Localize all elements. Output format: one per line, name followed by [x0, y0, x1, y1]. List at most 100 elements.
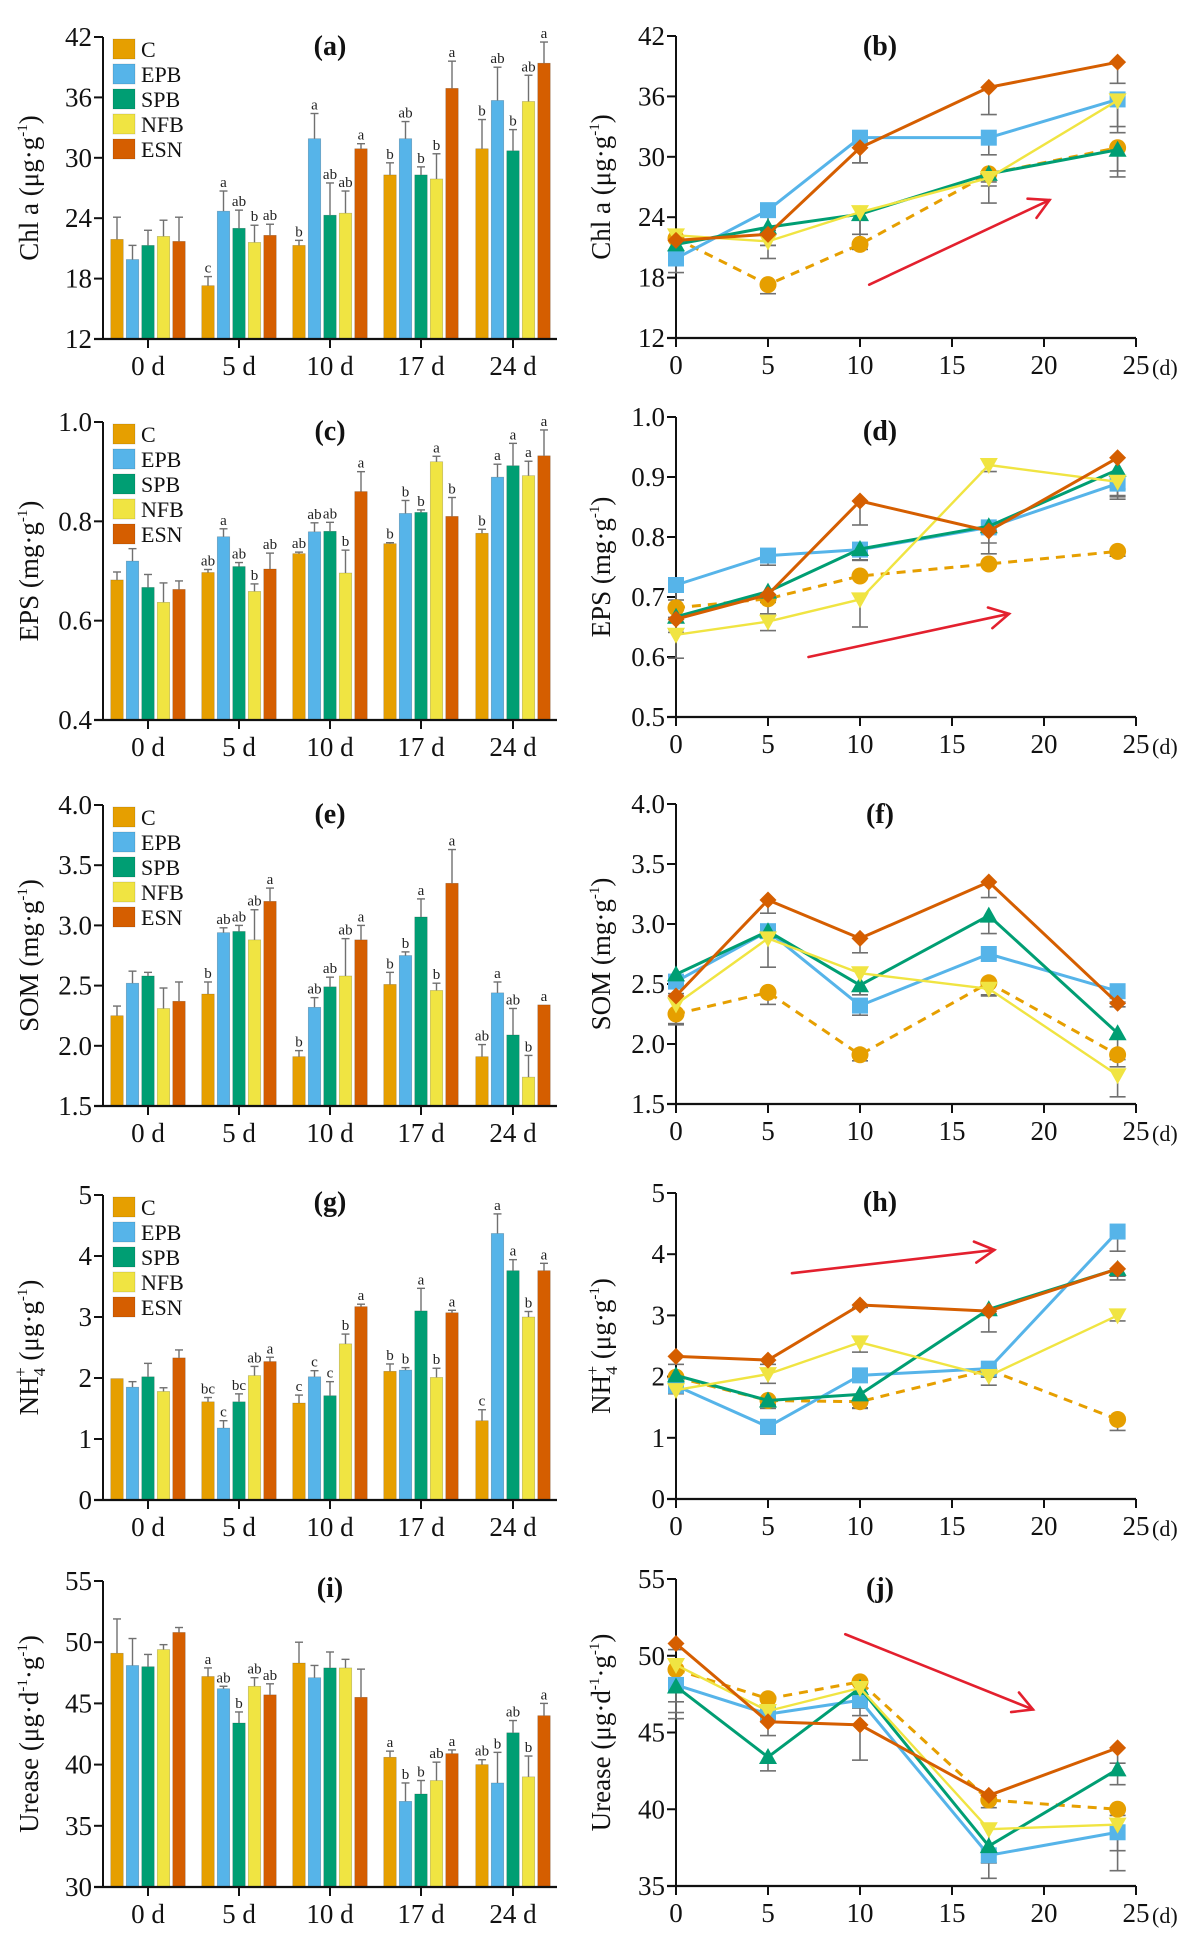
significance-letter: b [402, 484, 410, 500]
y-tick-label: 5 [79, 1180, 93, 1210]
data-point-nfb [979, 981, 998, 998]
y-axis-title-sup: -1 [587, 887, 603, 900]
bar-spb [506, 1270, 520, 1501]
legend-label-nfb: NFB [141, 497, 184, 522]
data-point-c [1109, 1046, 1127, 1064]
y-axis-title-sup: + [11, 1367, 30, 1377]
bar-esn [445, 882, 459, 1107]
data-point-spb [1108, 460, 1127, 477]
significance-letter: a [267, 872, 274, 888]
legend-label-epb: EPB [141, 1220, 181, 1245]
bar-spb [232, 931, 246, 1107]
significance-letter: b [402, 1767, 410, 1783]
significance-letter: b [478, 104, 486, 120]
y-axis-title-part: SOM (mg·g [586, 899, 616, 1030]
y-tick-label: 55 [638, 1564, 665, 1594]
significance-letter: c [327, 1366, 334, 1382]
x-tick-label: 5 d [222, 1118, 256, 1148]
bar-esn [263, 1361, 277, 1501]
y-tick-label: 2.0 [631, 1029, 665, 1059]
data-point-esn [667, 1347, 685, 1365]
data-point-esn [1109, 1260, 1127, 1278]
bar-nfb [521, 475, 536, 721]
significance-letter: ab [307, 982, 321, 998]
significance-letter: b [386, 956, 394, 972]
y-axis-title-part: Urease (μg·d [586, 1690, 616, 1832]
significance-letter: ab [247, 894, 261, 910]
significance-letter: b [525, 1740, 533, 1756]
panel-title: (e) [314, 799, 345, 830]
x-tick-label: 17 d [397, 1512, 445, 1542]
data-point-c [851, 567, 869, 585]
x-tick-label: 0 [669, 1898, 683, 1928]
significance-letter: bc [232, 1378, 247, 1394]
significance-letter: b [417, 151, 425, 167]
bar-spb [414, 174, 428, 340]
y-axis-title-part: NH [586, 1375, 616, 1414]
y-tick-label: 1.0 [58, 407, 92, 437]
data-point-esn [1109, 994, 1127, 1012]
data-point-esn [759, 586, 777, 604]
bar-epb [216, 1427, 231, 1501]
trend-arrow-head [1009, 1691, 1036, 1714]
x-tick-label: 10 [847, 350, 874, 380]
y-tick-label: 36 [638, 81, 665, 111]
x-tick-label: 0 [669, 1511, 683, 1541]
x-tick-label: 24 d [489, 1118, 537, 1148]
significance-letter: b [386, 527, 394, 543]
y-axis-title-part: (μg·g [586, 1300, 616, 1366]
data-point-spb [667, 1677, 685, 1694]
significance-letter: ab [506, 992, 520, 1008]
significance-letter: ab [490, 51, 504, 67]
x-tick-label: 17 d [397, 1899, 445, 1929]
y-tick-label: 3.0 [58, 910, 92, 940]
legend-label-epb: EPB [141, 447, 181, 472]
significance-letter: a [510, 427, 517, 443]
data-point-epb [980, 946, 997, 962]
y-axis-title-part: SOM (mg·g [14, 901, 44, 1032]
y-axis-title: NH4+ (μg·g-1) [583, 1278, 621, 1414]
data-point-nfb [759, 1367, 777, 1384]
y-tick-label: 24 [65, 203, 93, 233]
significance-letter: b [204, 966, 212, 982]
data-point-spb [851, 976, 869, 993]
bar-esn [354, 1696, 368, 1888]
data-point-nfb [1108, 474, 1127, 491]
significance-letter: ab [338, 923, 352, 939]
bar-esn [445, 516, 459, 721]
data-point-esn [980, 1302, 998, 1320]
bar-esn [172, 241, 186, 340]
bar-esn [537, 62, 551, 340]
bar-nfb [338, 212, 353, 340]
y-axis-title-part: ) [14, 115, 44, 124]
bar-spb [414, 1793, 428, 1888]
significance-letter: a [541, 26, 548, 42]
y-tick-label: 36 [65, 82, 92, 112]
data-point-esn [980, 522, 998, 540]
significance-letter: b [386, 1348, 394, 1364]
series-line-nfb [675, 1314, 1119, 1392]
bar-nfb [429, 990, 444, 1107]
bar-nfb [521, 1076, 536, 1107]
y-tick-label: 30 [65, 1872, 92, 1902]
significance-letter: ab [247, 1662, 261, 1678]
significance-letter: bc [201, 1382, 216, 1398]
bar-spb [414, 512, 428, 721]
significance-letter: ab [398, 106, 412, 122]
bar-nfb [338, 1667, 353, 1888]
bar-epb [307, 1006, 322, 1107]
data-point-epb [760, 1418, 776, 1435]
data-point-nfb [759, 614, 777, 631]
y-tick-label: 2.0 [58, 1031, 92, 1061]
y-axis-title-sub: 4 [30, 1367, 49, 1376]
significance-letter: b [433, 1352, 441, 1368]
data-point-nfb [667, 1657, 685, 1674]
bar-c [475, 532, 489, 721]
bar-epb [307, 1376, 322, 1501]
y-tick-label: 0.8 [631, 522, 665, 552]
data-point-epb [760, 547, 776, 564]
series-line-c [675, 146, 1118, 287]
data-point-c [1109, 1410, 1127, 1428]
significance-letter: b [402, 936, 410, 952]
